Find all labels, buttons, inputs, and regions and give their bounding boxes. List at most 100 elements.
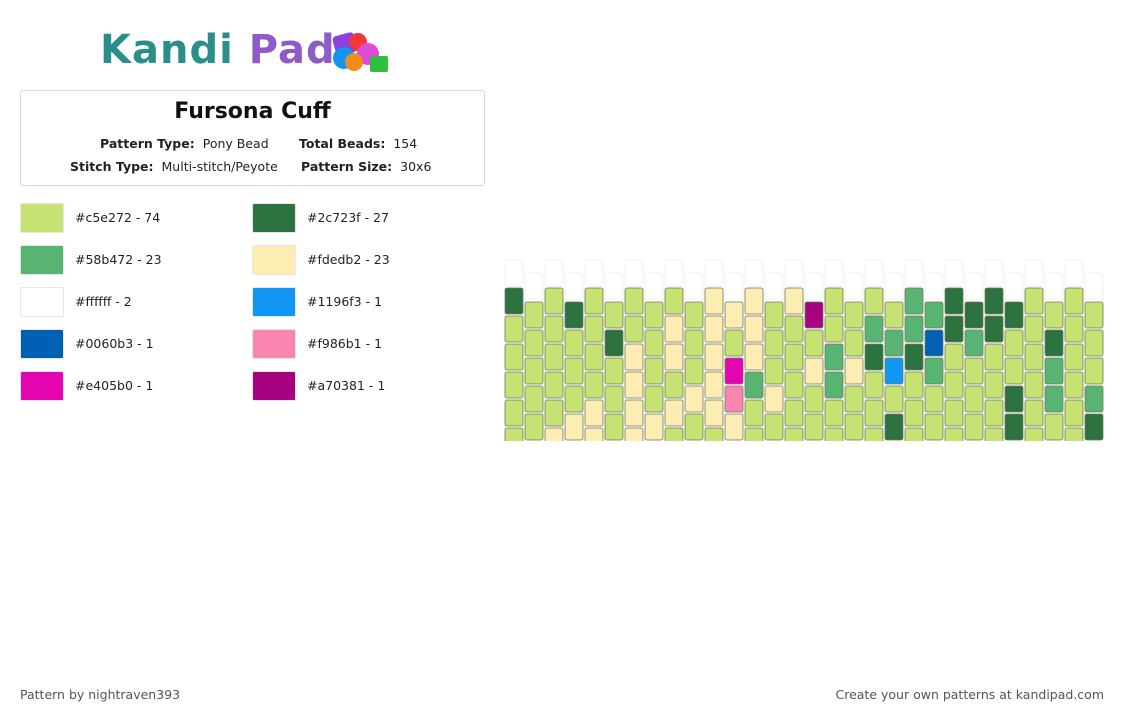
bead[interactable] [524, 385, 544, 413]
bead[interactable] [764, 413, 784, 441]
bead[interactable] [704, 427, 724, 441]
bead[interactable] [964, 329, 984, 357]
bead[interactable] [844, 413, 864, 441]
bead[interactable] [684, 301, 704, 329]
bead[interactable] [704, 315, 724, 343]
bead[interactable] [864, 427, 884, 441]
bead[interactable] [544, 399, 564, 427]
bead[interactable] [804, 385, 824, 413]
bead[interactable] [904, 343, 924, 371]
bead[interactable] [884, 301, 904, 329]
bead[interactable] [904, 371, 924, 399]
bead[interactable] [944, 343, 964, 371]
bead[interactable] [704, 399, 724, 427]
bead[interactable] [1004, 413, 1024, 441]
bead[interactable] [664, 427, 684, 441]
bead[interactable] [684, 413, 704, 441]
bead[interactable] [744, 287, 764, 315]
bead[interactable] [564, 357, 584, 385]
bead[interactable] [524, 329, 544, 357]
bead[interactable] [744, 315, 764, 343]
kandi-pad-logo[interactable]: Kandi Pad [100, 26, 410, 78]
bead[interactable] [784, 287, 804, 315]
bead[interactable] [1064, 315, 1084, 343]
bead[interactable] [824, 399, 844, 427]
bead[interactable] [1044, 413, 1064, 441]
bead[interactable] [844, 357, 864, 385]
bead[interactable] [804, 329, 824, 357]
bead[interactable] [604, 385, 624, 413]
bead[interactable] [604, 329, 624, 357]
bead[interactable] [504, 427, 524, 441]
bead[interactable] [784, 371, 804, 399]
bead[interactable] [904, 315, 924, 343]
bead[interactable] [544, 287, 564, 315]
bead[interactable] [1004, 329, 1024, 357]
bead[interactable] [744, 427, 764, 441]
bead[interactable] [864, 315, 884, 343]
bead[interactable] [884, 413, 904, 441]
bead[interactable] [1024, 427, 1044, 441]
bead[interactable] [644, 329, 664, 357]
bead[interactable] [1004, 357, 1024, 385]
bead[interactable] [964, 413, 984, 441]
bead[interactable] [924, 329, 944, 357]
bead[interactable] [844, 329, 864, 357]
bead[interactable] [544, 315, 564, 343]
bead[interactable] [724, 385, 744, 413]
bead[interactable] [824, 343, 844, 371]
bead[interactable] [664, 371, 684, 399]
bead[interactable] [684, 357, 704, 385]
bead[interactable] [804, 301, 824, 329]
bead[interactable] [764, 301, 784, 329]
bead[interactable] [664, 343, 684, 371]
bead[interactable] [744, 343, 764, 371]
bead[interactable] [824, 427, 844, 441]
bead[interactable] [944, 287, 964, 315]
bead[interactable] [984, 371, 1004, 399]
bead[interactable] [844, 385, 864, 413]
bead[interactable] [584, 315, 604, 343]
bead[interactable] [884, 329, 904, 357]
bead[interactable] [1064, 399, 1084, 427]
bead[interactable] [664, 287, 684, 315]
bead[interactable] [504, 315, 524, 343]
bead[interactable] [1004, 385, 1024, 413]
bead[interactable] [764, 329, 784, 357]
bead[interactable] [864, 287, 884, 315]
bead[interactable] [504, 343, 524, 371]
bead[interactable] [604, 301, 624, 329]
bead[interactable] [664, 399, 684, 427]
bead[interactable] [1024, 287, 1044, 315]
bead[interactable] [724, 413, 744, 441]
bead[interactable] [1044, 385, 1064, 413]
bead[interactable] [724, 357, 744, 385]
bead[interactable] [884, 357, 904, 385]
bead[interactable] [1064, 287, 1084, 315]
bead[interactable] [564, 329, 584, 357]
bead[interactable] [564, 301, 584, 329]
bead[interactable] [964, 301, 984, 329]
bead[interactable] [804, 413, 824, 441]
bead[interactable] [684, 329, 704, 357]
bead[interactable] [1084, 357, 1104, 385]
bead[interactable] [1084, 301, 1104, 329]
bead[interactable] [924, 301, 944, 329]
bead[interactable] [584, 371, 604, 399]
bead[interactable] [504, 399, 524, 427]
bead[interactable] [684, 385, 704, 413]
bead[interactable] [644, 357, 664, 385]
bead[interactable] [1004, 301, 1024, 329]
bead[interactable] [564, 385, 584, 413]
bead[interactable] [824, 371, 844, 399]
bead[interactable] [864, 371, 884, 399]
bead[interactable] [944, 315, 964, 343]
bead[interactable] [984, 287, 1004, 315]
bead[interactable] [704, 343, 724, 371]
bead[interactable] [504, 371, 524, 399]
bead[interactable] [864, 343, 884, 371]
bead[interactable] [724, 329, 744, 357]
bead[interactable] [544, 427, 564, 441]
bead[interactable] [664, 315, 684, 343]
bead[interactable] [624, 371, 644, 399]
